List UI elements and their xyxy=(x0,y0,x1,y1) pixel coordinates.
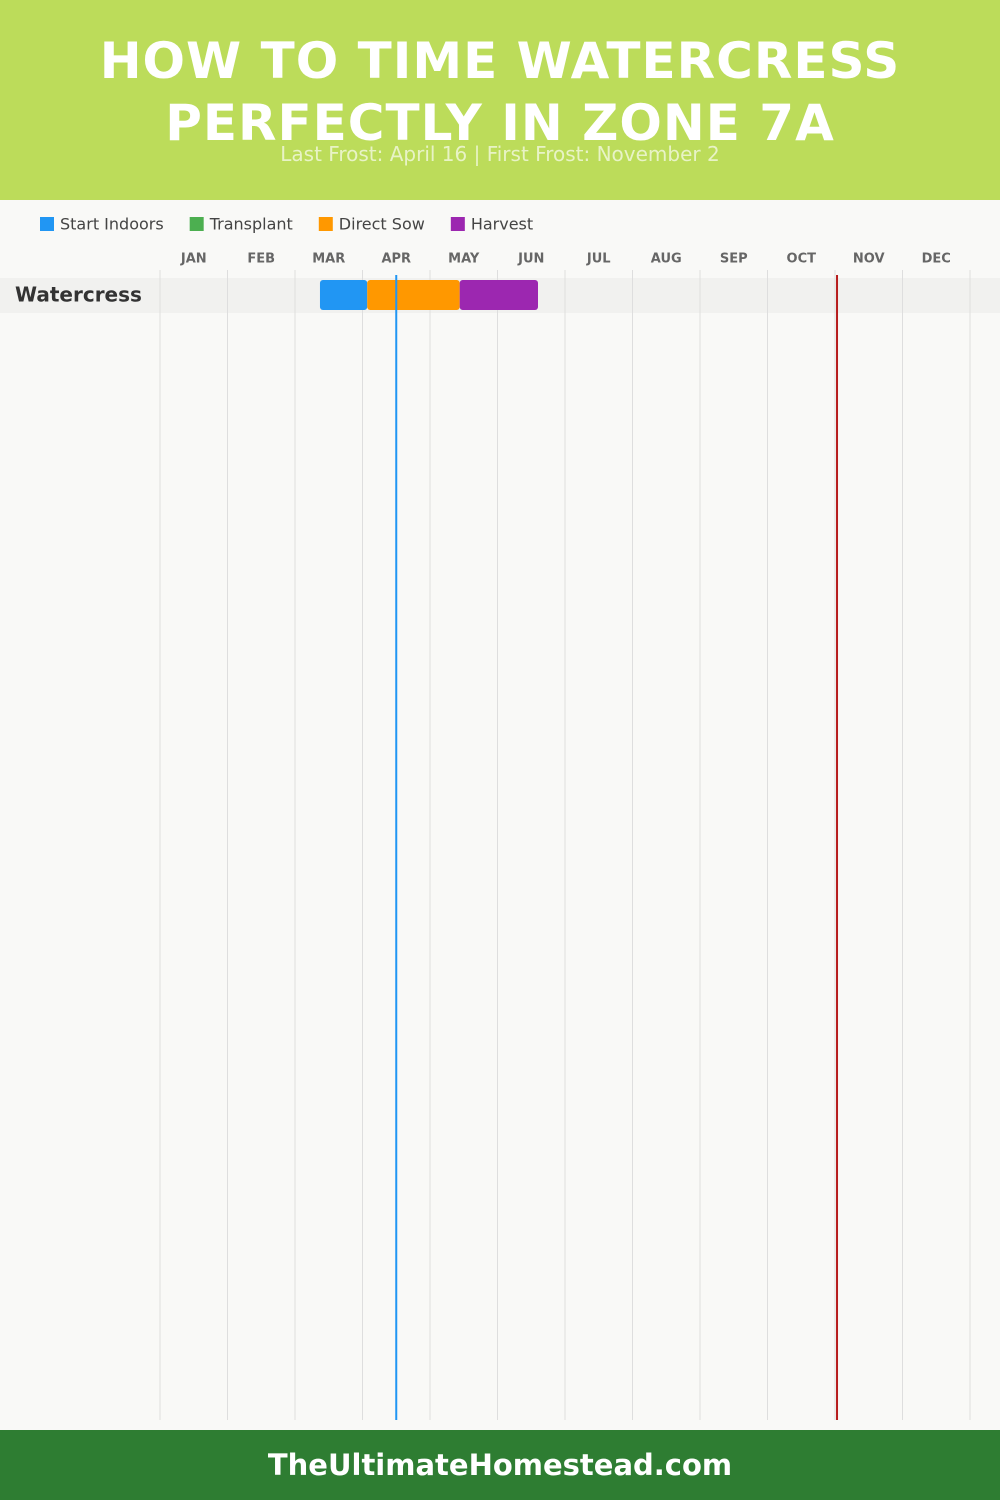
phase-bar xyxy=(319,280,368,310)
legend-swatch xyxy=(189,217,204,231)
chart: JAN FEB MAR APR MAY JUN JUL AUG SEP OCT NOV DEC Star… xyxy=(0,215,1000,1420)
row-label: Watercress xyxy=(15,283,142,307)
month-label: JUN xyxy=(517,252,544,267)
legend-swatch xyxy=(450,217,465,231)
month-label: JUL xyxy=(586,252,611,267)
month-label: OCT xyxy=(787,252,817,267)
title: HOW TO TIME WATERCRESS PERFECTLY IN ZONE… xyxy=(99,32,901,152)
month-label: AUG xyxy=(651,252,682,267)
month-label: NOV xyxy=(853,252,885,267)
legend-label: Transplant xyxy=(209,215,293,234)
header: HOW TO TIME WATERCRESS PERFECTLY IN ZONE… xyxy=(0,0,1000,200)
month-label: JAN xyxy=(180,252,207,267)
month-label: MAR xyxy=(312,252,345,267)
footer: TheUltimateHomestead.com xyxy=(0,1430,1000,1500)
month-label: SEP xyxy=(720,252,748,267)
phase-bar xyxy=(367,280,460,310)
phase-bar xyxy=(459,280,538,310)
legend-swatch xyxy=(40,217,54,231)
month-label: DEC xyxy=(922,252,951,267)
legend-label: Harvest xyxy=(471,215,533,234)
month-label: APR xyxy=(381,252,411,267)
month-label: MAY xyxy=(448,252,480,267)
month-label: FEB xyxy=(247,252,275,267)
legend-label: Direct Sow xyxy=(339,215,425,234)
subtitle: Last Frost: April 16 | First Frost: Nove… xyxy=(280,142,720,166)
legend-label: Start Indoors xyxy=(60,215,164,234)
legend-swatch xyxy=(318,217,333,231)
